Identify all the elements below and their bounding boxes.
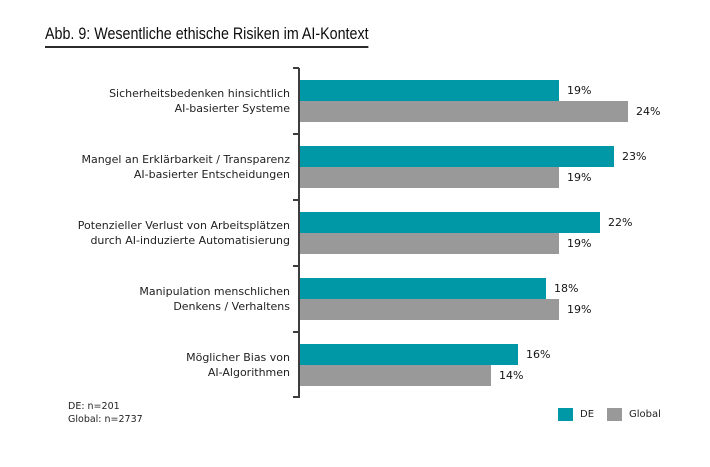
bar-global <box>300 167 559 188</box>
legend-label-global: Global <box>629 409 661 420</box>
bar-row-de: 18% <box>300 278 591 299</box>
legend-label-de: DE <box>580 409 595 420</box>
bar-row-global: 19% <box>300 299 591 320</box>
bar-row-global: 19% <box>300 233 632 254</box>
legend: DE Global <box>558 408 667 421</box>
bar-row-de: 16% <box>300 344 550 365</box>
category-label: Potenzieller Verlust von Arbeitsplätzen … <box>77 219 290 247</box>
bar-pair: 23% 19% <box>300 146 646 188</box>
axis-tick <box>293 67 299 69</box>
bar-row-global: 24% <box>300 101 660 122</box>
bar-de <box>300 146 614 167</box>
category-label: Mangel an Erklärbarkeit / Transparenz AI… <box>81 153 290 181</box>
bar-group-sicherheitsbedenken: Sicherheitsbedenken hinsichtlich AI-basi… <box>0 68 710 134</box>
bar-de <box>300 344 518 365</box>
category-label: Sicherheitsbedenken hinsichtlich AI-basi… <box>109 87 290 115</box>
value-label-global: 14% <box>499 369 524 382</box>
bar-row-de: 23% <box>300 146 646 167</box>
bar-row-global: 14% <box>300 365 550 386</box>
bar-row-global: 19% <box>300 167 646 188</box>
bar-row-de: 22% <box>300 212 632 233</box>
category-label: Manipulation menschlichen Denkens / Verh… <box>139 285 290 313</box>
bar-group-arbeitsplaetze: Potenzieller Verlust von Arbeitsplätzen … <box>0 200 710 266</box>
figure-title-text: Abb. 9: Wesentliche ethische Risiken im … <box>45 24 369 48</box>
legend-swatch-global <box>607 408 623 421</box>
axis-tick <box>293 331 299 333</box>
value-label-de: 16% <box>526 348 551 361</box>
y-axis-line <box>298 68 300 398</box>
axis-tick <box>293 396 299 398</box>
bar-global <box>300 365 491 386</box>
value-label-de: 23% <box>622 150 647 163</box>
axis-tick <box>293 265 299 267</box>
bar-de <box>300 278 546 299</box>
axis-tick <box>293 199 299 201</box>
bar-row-de: 19% <box>300 80 660 101</box>
bar-group-bias: Möglicher Bias von AI-Algorithmen 16% 14… <box>0 332 710 398</box>
value-label-global: 19% <box>567 303 592 316</box>
bar-de <box>300 80 559 101</box>
sample-size-global: Global: n=2737 <box>68 413 143 425</box>
value-label-de: 18% <box>554 282 579 295</box>
sample-size-note: DE: n=201 Global: n=2737 <box>68 401 143 426</box>
bar-group-manipulation: Manipulation menschlichen Denkens / Verh… <box>0 266 710 332</box>
value-label-global: 24% <box>636 105 661 118</box>
bar-pair: 16% 14% <box>300 344 550 386</box>
bar-pair: 19% 24% <box>300 80 660 122</box>
value-label-global: 19% <box>567 171 592 184</box>
bar-pair: 18% 19% <box>300 278 591 320</box>
legend-swatch-de <box>558 408 573 421</box>
value-label-global: 19% <box>567 237 592 250</box>
axis-tick <box>293 133 299 135</box>
bar-de <box>300 212 600 233</box>
bar-global <box>300 299 559 320</box>
sample-size-de: DE: n=201 <box>68 401 120 412</box>
bar-global <box>300 233 559 254</box>
value-label-de: 19% <box>567 84 592 97</box>
value-label-de: 22% <box>608 216 633 229</box>
bar-global <box>300 101 628 122</box>
bar-pair: 22% 19% <box>300 212 632 254</box>
category-label: Möglicher Bias von AI-Algorithmen <box>186 351 290 379</box>
bar-group-erklaerbarkeit: Mangel an Erklärbarkeit / Transparenz AI… <box>0 134 710 200</box>
figure-title: Abb. 9: Wesentliche ethische Risiken im … <box>45 9 430 48</box>
